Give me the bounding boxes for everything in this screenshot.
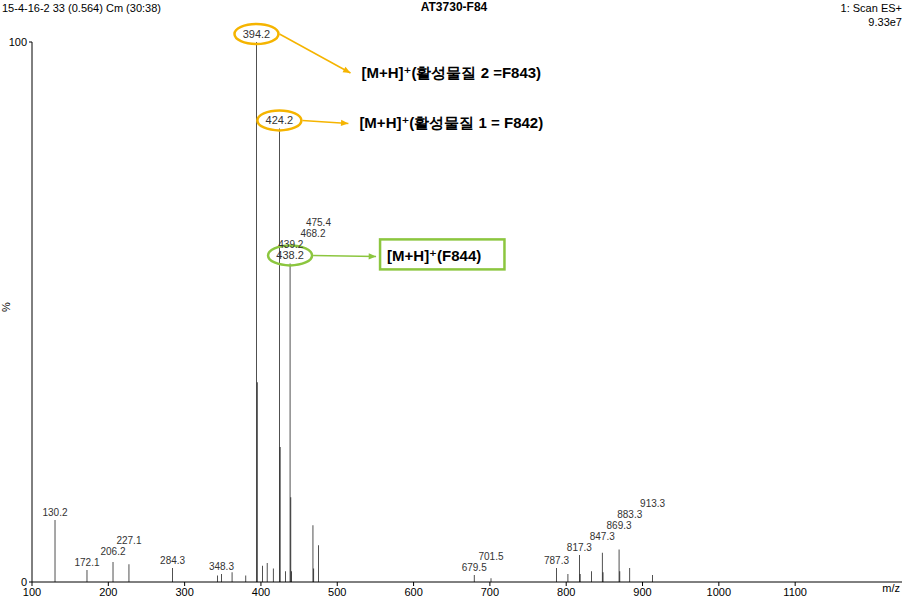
svg-text:m/z: m/z (882, 582, 900, 594)
svg-text:913.3: 913.3 (640, 498, 665, 509)
svg-text:600: 600 (404, 586, 422, 598)
html-text:AT3730-F84: AT3730-F84 (420, 0, 488, 14)
svg-text:701.5: 701.5 (478, 551, 503, 562)
svg-text:227.1: 227.1 (116, 535, 141, 546)
svg-text:475.4: 475.4 (306, 217, 331, 228)
svg-text:500: 500 (328, 586, 346, 598)
svg-text:900: 900 (633, 586, 651, 598)
svg-text:817.3: 817.3 (567, 542, 592, 553)
svg-text:200: 200 (99, 586, 117, 598)
html-text:1: Scan ES+: 1: Scan ES+ (840, 2, 902, 14)
svg-text:438.2: 438.2 (276, 249, 304, 261)
svg-text:[M+H]⁺(활성물질 1 = F842): [M+H]⁺(활성물질 1 = F842) (359, 114, 543, 131)
svg-text:679.5: 679.5 (462, 562, 487, 573)
svg-text:300: 300 (175, 586, 193, 598)
svg-text:1000: 1000 (707, 586, 731, 598)
html-text:9.33e7: 9.33e7 (868, 16, 902, 28)
svg-text:424.2: 424.2 (266, 114, 294, 126)
svg-text:[M+H]⁺(활성물질 2 =F843): [M+H]⁺(활성물질 2 =F843) (361, 64, 541, 81)
svg-text:100: 100 (22, 585, 42, 598)
svg-text:394.2: 394.2 (243, 28, 271, 40)
svg-text:[M+H]⁺(F844): [M+H]⁺(F844) (387, 247, 481, 264)
svg-text:0: 0 (21, 576, 27, 588)
svg-text:100: 100 (9, 36, 27, 48)
svg-text:869.3: 869.3 (607, 520, 632, 531)
svg-text:800: 800 (557, 586, 575, 598)
svg-text:206.2: 206.2 (100, 546, 125, 557)
svg-text:284.3: 284.3 (160, 555, 185, 566)
svg-text:847.3: 847.3 (590, 531, 615, 542)
svg-text:439.2: 439.2 (278, 239, 303, 250)
svg-text:400: 400 (252, 586, 270, 598)
svg-text:700: 700 (481, 586, 499, 598)
svg-text:883.3: 883.3 (617, 509, 642, 520)
svg-text:787.3: 787.3 (544, 555, 569, 566)
svg-text:172.1: 172.1 (74, 557, 99, 568)
svg-text:130.2: 130.2 (42, 507, 67, 518)
svg-text:348.3: 348.3 (209, 561, 234, 572)
svg-text:%: % (8, 302, 12, 312)
svg-text:468.2: 468.2 (300, 228, 325, 239)
svg-text:1100: 1100 (783, 586, 807, 598)
html-text:15-4-16-2 33 (0.564) Cm (30:38: 15-4-16-2 33 (0.564) Cm (30:38) (2, 2, 161, 14)
